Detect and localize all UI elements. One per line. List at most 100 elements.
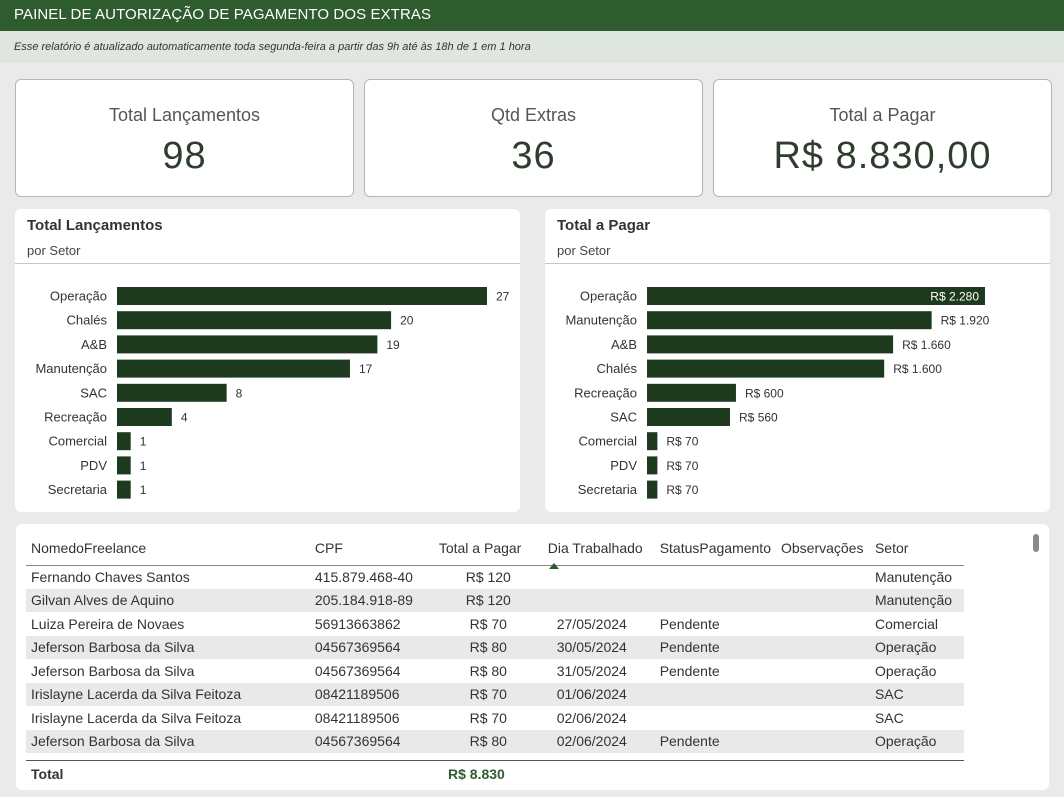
cell-observacoes xyxy=(775,588,870,612)
bar-value-label: 4 xyxy=(181,411,188,425)
chart-panel-pagar: Total a Pagar por Setor Operação R$ 2.280… xyxy=(545,209,1050,512)
bar[interactable] xyxy=(117,408,172,426)
table-row[interactable]: Jeferson Barbosa da Silva 04567369564 R$ 8… xyxy=(26,659,964,683)
table-row[interactable]: Irislayne Lacerda da Silva Feitoza 084211… xyxy=(26,682,964,706)
bar-value-label: R$ 70 xyxy=(666,483,698,497)
card-label: Total Lançamentos xyxy=(108,105,261,125)
bar-value-label: R$ 600 xyxy=(745,386,784,400)
card-value: 98 xyxy=(162,135,207,177)
cell-setor: SAC xyxy=(869,682,964,706)
cell-nome: Irislayne Lacerda da Silva Feitoza xyxy=(31,709,242,726)
bar-value-label: R$ 70 xyxy=(666,435,698,449)
payments-table-panel: NomedoFreelance CPF Total a Pagar Dia Tr… xyxy=(16,524,1049,790)
table-row[interactable]: Luiza Pereira de Novaes 56913663862 R$ 70 2… xyxy=(26,612,964,636)
col-header-status[interactable]: StatusPagamento xyxy=(654,532,776,566)
cell-nome: Gilvan Alves de Aquino xyxy=(26,588,310,612)
col-header-total[interactable]: Total a Pagar xyxy=(433,532,543,566)
bar-value-label: R$ 1.660 xyxy=(902,338,951,352)
bar[interactable] xyxy=(117,432,131,451)
cell-total: R$ 80 xyxy=(433,729,543,753)
cell-total: R$ 70 xyxy=(433,682,543,706)
bar[interactable] xyxy=(647,335,894,354)
cell-cpf: 08421189506 xyxy=(309,682,434,706)
cell-observacoes xyxy=(776,612,870,636)
bar-category-label: Secretaria xyxy=(578,482,638,497)
chart-divider xyxy=(545,263,1050,264)
cell-observacoes xyxy=(776,659,870,683)
bar[interactable] xyxy=(647,383,736,402)
total-value: R$ 8.830 xyxy=(448,766,505,782)
cell-dia: 01/06/2024 xyxy=(542,682,655,706)
cell-setor: Operação xyxy=(869,729,964,753)
cell-setor: Comercial xyxy=(874,615,938,632)
bar-value-label: R$ 560 xyxy=(739,411,778,425)
cell-cpf: 205.184.918-89 xyxy=(309,588,434,612)
cell-total: R$ 120 xyxy=(433,588,543,612)
cell-nome: Jeferson Barbosa da Silva xyxy=(26,729,310,753)
bar-category-label: SAC xyxy=(80,385,107,400)
chart-panel-lancamentos: Total Lançamentos por Setor Operação 27 Ch… xyxy=(15,209,520,512)
bar[interactable] xyxy=(117,480,131,499)
cell-status xyxy=(655,565,776,589)
cell-total: R$ 80 xyxy=(433,635,543,659)
page-title: PAINEL DE AUTORIZAÇÃO DE PAGAMENTO DOS E… xyxy=(14,6,432,23)
cell-cpf: 04567369564 xyxy=(314,662,401,679)
cell-nome: Fernando Chaves Santos xyxy=(31,569,190,585)
table-row[interactable]: Jeferson Barbosa da Silva 04567369564 R$ 8… xyxy=(26,635,964,659)
cell-nome: Jeferson Barbosa da Silva xyxy=(31,662,195,679)
bar[interactable] xyxy=(647,311,932,330)
bar[interactable] xyxy=(117,456,131,475)
bar-value-label: 1 xyxy=(140,483,147,497)
col-header-dia[interactable]: Dia Trabalhado xyxy=(542,532,655,569)
table-row[interactable]: Jeferson Barbosa da Silva 04567369564 R$ 8… xyxy=(26,729,964,753)
bar[interactable] xyxy=(647,408,731,426)
cell-setor: Manutenção xyxy=(874,569,953,585)
bar[interactable] xyxy=(647,456,658,475)
payments-table: NomedoFreelance CPF Total a Pagar Dia Tr… xyxy=(26,532,964,753)
cell-dia: 27/05/2024 xyxy=(556,615,627,632)
chart-divider xyxy=(15,263,520,264)
cell-total: R$ 120 xyxy=(465,569,511,585)
table-header-row: NomedoFreelance CPF Total a Pagar Dia Tr… xyxy=(26,532,964,569)
bar[interactable] xyxy=(117,359,350,378)
col-header-setor[interactable]: Setor xyxy=(869,532,964,566)
bar[interactable] xyxy=(647,287,985,305)
card-label: Total a Pagar xyxy=(829,105,936,125)
bar[interactable] xyxy=(647,480,658,499)
bar[interactable] xyxy=(117,383,227,402)
cell-status: Pendente xyxy=(659,662,720,679)
cell-observacoes xyxy=(776,565,870,589)
cell-dia: 02/06/2024 xyxy=(556,709,627,726)
chart-title: Total Lançamentos xyxy=(27,217,163,234)
cell-observacoes xyxy=(775,682,870,706)
bar-category-label: A&B xyxy=(611,337,637,352)
cell-nome: Jeferson Barbosa da Silva xyxy=(26,635,310,659)
cell-total: R$ 70 xyxy=(469,709,507,726)
table-row[interactable]: Irislayne Lacerda da Silva Feitoza 084211… xyxy=(26,706,964,730)
bar[interactable] xyxy=(647,432,658,451)
total-label: Total xyxy=(31,766,64,782)
card-total-lancamentos: Total Lançamentos 98 xyxy=(15,79,354,197)
col-header-nome[interactable]: NomedoFreelance xyxy=(26,532,310,566)
bar-category-label: PDV xyxy=(80,458,107,473)
bar-category-label: SAC xyxy=(610,410,637,425)
chart-subtitle: por Setor xyxy=(27,243,81,258)
bar[interactable] xyxy=(117,335,378,354)
table-row[interactable]: Fernando Chaves Santos 415.879.468-40 R$ 1… xyxy=(26,565,964,589)
col-header-cpf[interactable]: CPF xyxy=(309,532,434,566)
bar[interactable] xyxy=(117,311,392,330)
bar-category-label: Comercial xyxy=(578,434,637,449)
chart-title: Total a Pagar xyxy=(557,217,651,234)
table-scrollbar[interactable] xyxy=(1033,534,1039,552)
bar[interactable] xyxy=(117,287,487,305)
cell-cpf: 08421189506 xyxy=(314,709,400,726)
bar-chart-lancamentos: Operação 27 Chalés 20 A&B 19 Manutenção 17 SAC 8 R… xyxy=(35,287,510,499)
cell-observacoes xyxy=(776,706,870,730)
cell-dia: 31/05/2024 xyxy=(556,662,627,679)
bar-category-label: Operação xyxy=(580,289,637,304)
cell-nome: Luiza Pereira de Novaes xyxy=(31,615,185,632)
bar[interactable] xyxy=(647,359,885,378)
col-header-observacoes[interactable]: Observações xyxy=(775,532,870,566)
table-row[interactable]: Gilvan Alves de Aquino 205.184.918-89 R$ 1… xyxy=(26,588,964,612)
bar-value-label: 17 xyxy=(359,362,373,376)
